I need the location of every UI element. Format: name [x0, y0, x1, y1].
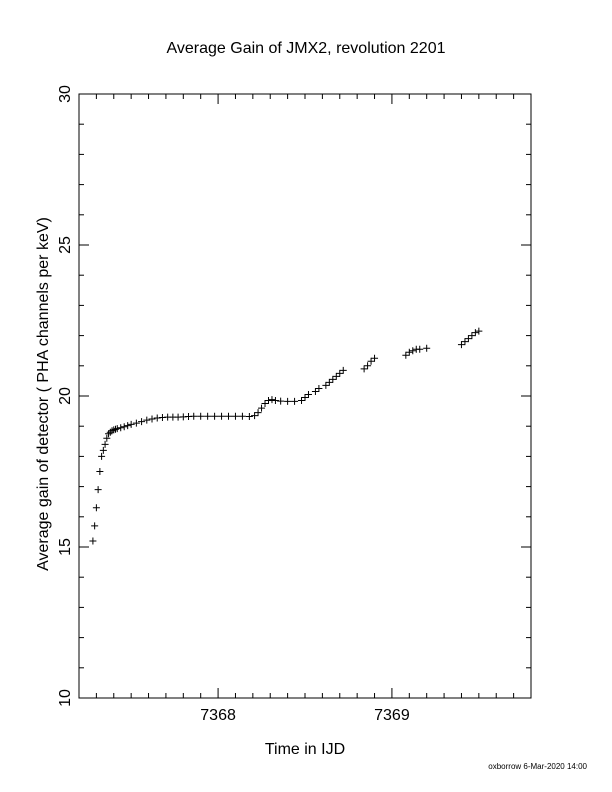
data-point	[264, 397, 272, 405]
data-point	[138, 418, 146, 426]
data-point	[364, 362, 372, 370]
data-point	[225, 412, 233, 420]
data-point	[108, 427, 116, 435]
data-point	[89, 537, 97, 545]
data-point	[105, 430, 113, 438]
data-point	[113, 425, 121, 433]
y-tick-label: 20	[57, 387, 74, 405]
data-point	[268, 396, 276, 404]
data-point	[124, 422, 132, 430]
x-axis-label: Time in IJD	[265, 741, 345, 758]
y-tick-label: 25	[57, 236, 74, 254]
data-point	[261, 400, 269, 408]
data-point	[143, 416, 151, 424]
data-point	[110, 426, 118, 434]
data-point	[277, 397, 285, 405]
data-point	[367, 357, 375, 365]
data-point	[251, 412, 259, 420]
data-point	[416, 345, 424, 353]
data-point	[117, 424, 125, 432]
data-point	[153, 414, 161, 422]
data-point	[245, 413, 253, 421]
data-point	[218, 412, 226, 420]
data-point	[336, 369, 344, 377]
data-point	[92, 504, 100, 512]
data-point	[271, 397, 279, 405]
footer-credit: oxborrow 6-Mar-2020 14:00	[488, 762, 587, 771]
data-point	[457, 341, 465, 349]
data-point	[103, 434, 111, 442]
data-point	[468, 332, 476, 340]
data-point	[238, 412, 246, 420]
data-point	[423, 344, 431, 352]
data-point	[409, 347, 417, 355]
data-point	[301, 394, 309, 402]
data-point	[339, 366, 347, 374]
axes: 10 15 20 25 30 7368 7369	[57, 85, 532, 724]
x-tick-label: 7369	[374, 707, 410, 724]
data-point	[461, 338, 469, 346]
data-point	[291, 397, 299, 405]
data-point	[402, 351, 410, 359]
data-point	[98, 452, 106, 460]
data-point	[464, 335, 472, 343]
data-point	[99, 446, 107, 454]
data-point	[96, 468, 104, 475]
data-point	[332, 372, 340, 380]
y-tick-label: 30	[57, 85, 74, 103]
data-point	[197, 412, 205, 420]
data-point	[94, 486, 102, 494]
data-point	[371, 354, 379, 362]
data-point	[298, 397, 306, 405]
y-tick-label: 10	[57, 689, 74, 707]
y-axis-label: Average gain of detector ( PHA channels …	[35, 217, 52, 571]
chart-title: Average Gain of JMX2, revolution 2201	[167, 40, 446, 57]
data-point	[304, 390, 312, 398]
data-point	[284, 397, 292, 405]
data-point	[190, 412, 198, 420]
data-point	[258, 404, 266, 412]
data-point	[360, 365, 368, 373]
data-point	[231, 412, 239, 420]
data-point	[120, 423, 128, 431]
data-point	[254, 409, 262, 417]
data-point	[112, 425, 120, 433]
data-point	[204, 412, 212, 420]
data-point	[471, 329, 479, 337]
data-point	[211, 412, 219, 420]
data-point	[325, 378, 333, 386]
data-point	[311, 387, 319, 395]
data-points	[89, 327, 483, 545]
data-point	[127, 420, 135, 428]
data-point	[91, 522, 99, 530]
x-tick-label: 7368	[200, 707, 236, 724]
data-point	[132, 419, 140, 427]
data-point	[148, 415, 156, 423]
data-point	[322, 381, 330, 389]
data-point	[329, 375, 337, 383]
data-point	[101, 440, 109, 448]
data-point	[315, 384, 323, 392]
data-point	[405, 348, 413, 356]
data-point	[475, 327, 483, 335]
y-tick-label: 15	[57, 538, 74, 556]
